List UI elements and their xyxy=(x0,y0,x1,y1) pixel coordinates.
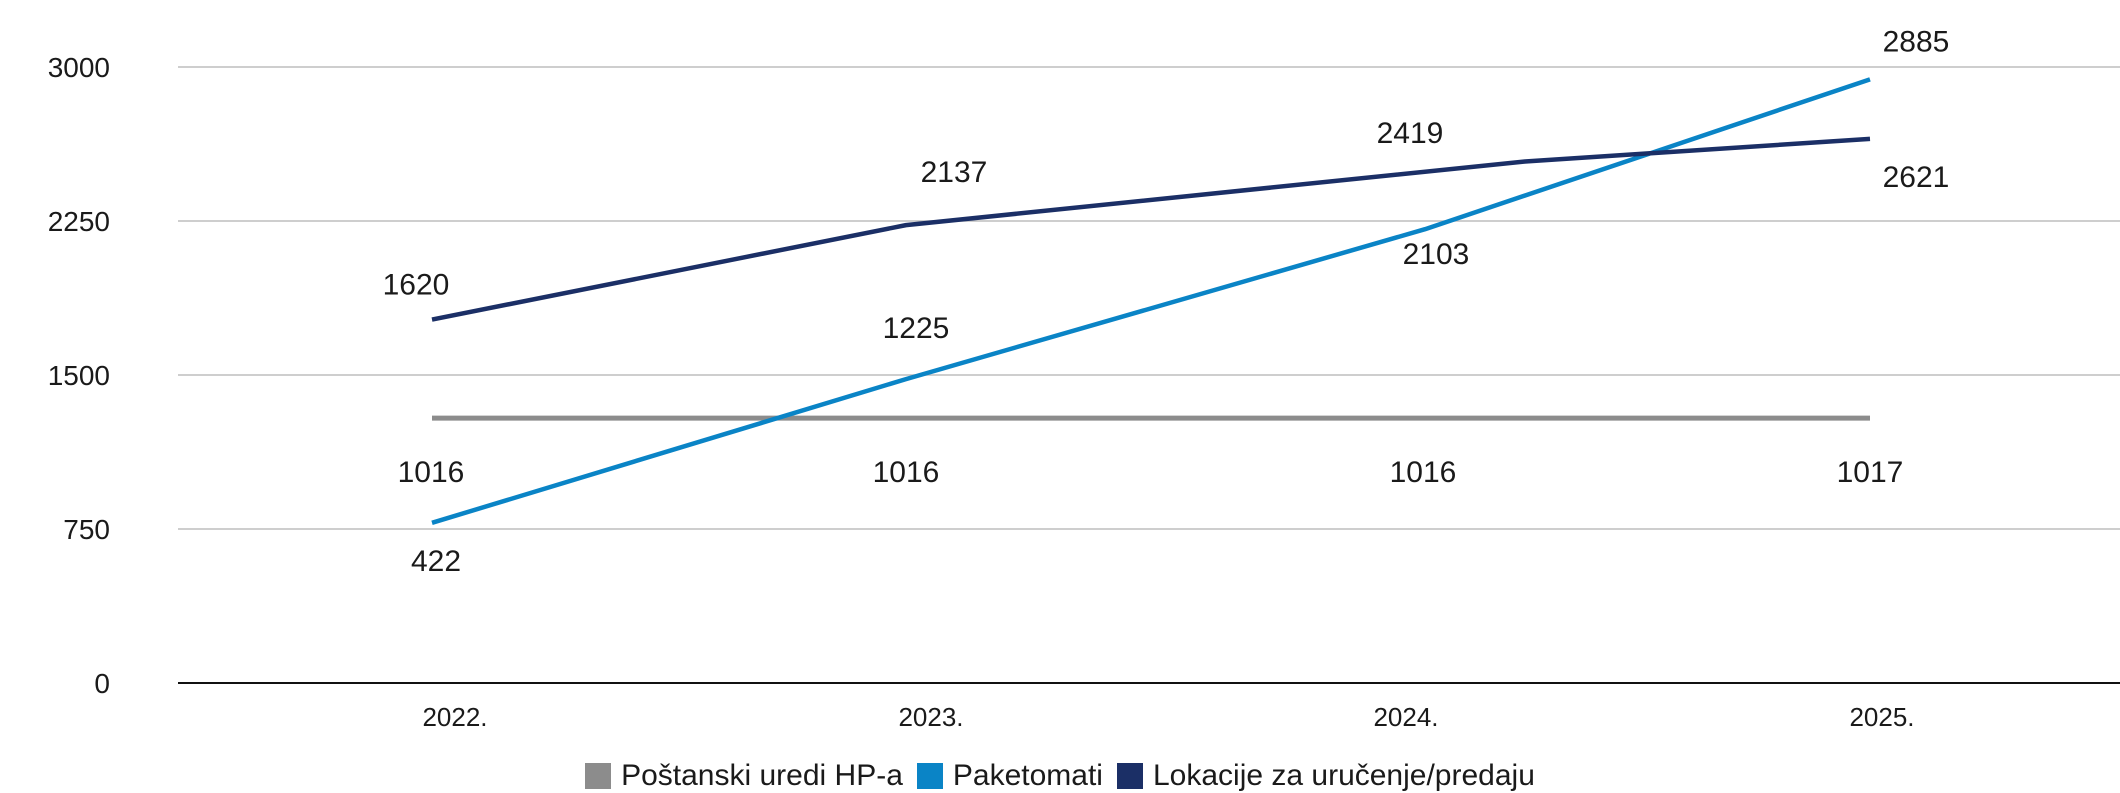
line-chart: 0 750 1500 2250 3000 2022. 2023. 2024. 2025. 10… xyxy=(48,25,2120,732)
data-label: 1016 xyxy=(1390,456,1457,489)
legend-label: Paketomati xyxy=(952,758,1103,792)
data-label: 1016 xyxy=(398,456,465,489)
y-tick-label: 3000 xyxy=(48,52,110,83)
legend-label: Poštanski uredi HP-a xyxy=(621,758,903,792)
data-label: 1620 xyxy=(383,269,450,302)
data-label: 1225 xyxy=(883,312,950,345)
x-axis-ticks: 2022. 2023. 2024. 2025. xyxy=(422,702,1914,732)
data-label: 422 xyxy=(411,545,461,578)
data-label: 1016 xyxy=(873,456,940,489)
legend: Poštanski uredi HP-a Paketomati Lokacije z… xyxy=(0,758,2120,793)
x-tick-label: 2024. xyxy=(1373,702,1438,732)
series-line-3 xyxy=(431,136,1871,322)
x-tick-label: 2025. xyxy=(1849,702,1914,732)
legend-item: Lokacije za uručenje/predaju xyxy=(1116,758,1535,793)
legend-item: Poštanski uredi HP-a xyxy=(585,759,903,793)
data-label: 1017 xyxy=(1837,456,1904,489)
legend-swatch xyxy=(585,762,612,789)
y-tick-label: 2250 xyxy=(48,206,110,237)
y-tick-label: 1500 xyxy=(48,360,110,391)
y-axis-ticks: 0 750 1500 2250 3000 xyxy=(48,52,110,699)
y-tick-label: 0 xyxy=(94,668,110,699)
y-tick-label: 750 xyxy=(63,514,110,545)
x-tick-label: 2022. xyxy=(422,702,487,732)
data-label: 2137 xyxy=(921,156,988,189)
data-label: 2885 xyxy=(1883,25,1950,58)
gridlines xyxy=(178,66,2120,684)
legend-swatch xyxy=(1116,762,1143,789)
data-label: 2621 xyxy=(1883,161,1950,194)
legend-item: Paketomati xyxy=(916,758,1103,793)
data-label: 2419 xyxy=(1377,117,1444,150)
legend-label: Lokacije za uručenje/predaju xyxy=(1152,758,1535,792)
data-label: 2103 xyxy=(1403,238,1470,271)
x-tick-label: 2023. xyxy=(898,702,963,732)
series-lines xyxy=(431,77,1871,525)
series-line-2 xyxy=(431,77,1871,525)
data-labels: 1016 1016 1016 1017 422 1225 2103 2885 1620 2137 2… xyxy=(383,25,1950,578)
legend-swatch xyxy=(916,762,943,789)
